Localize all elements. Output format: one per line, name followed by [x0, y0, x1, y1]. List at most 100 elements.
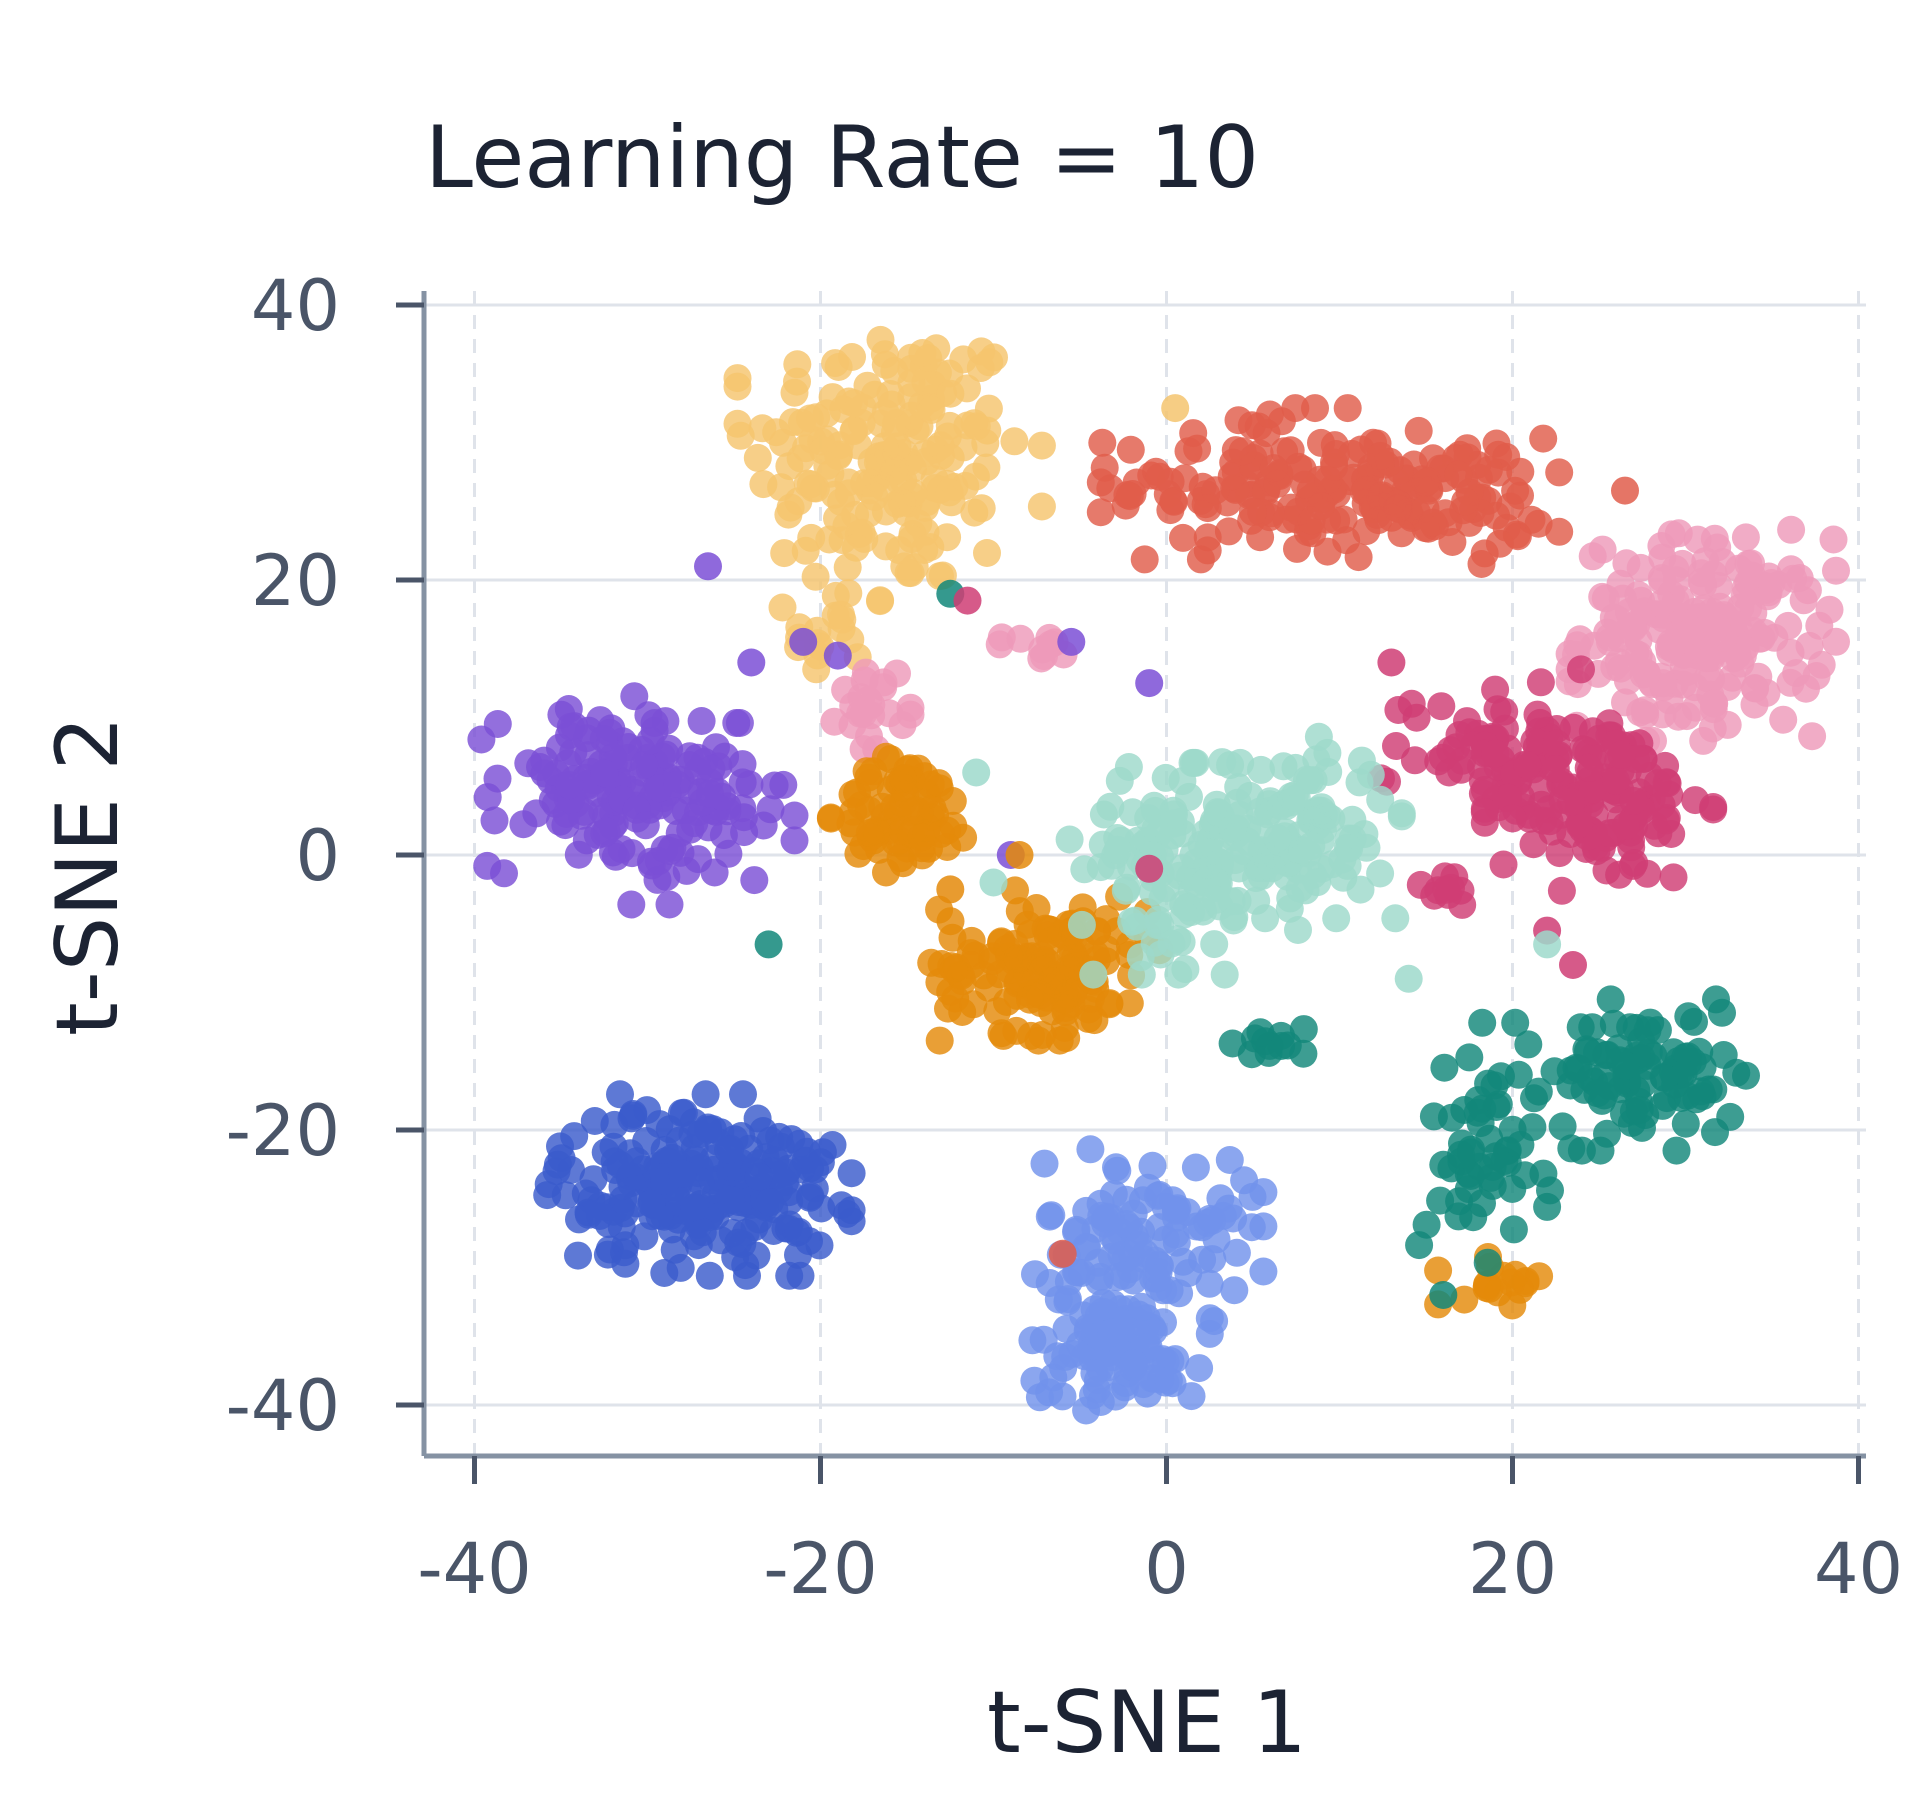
scatter-point: [1524, 1077, 1553, 1106]
scatter-point: [1160, 800, 1188, 829]
scatter-point: [784, 1240, 812, 1269]
scatter-point: [939, 811, 968, 840]
y-tick-label: 40: [251, 265, 340, 347]
scatter-point: [551, 811, 580, 840]
scatter-point: [1035, 623, 1064, 652]
scatter-point: [1402, 703, 1431, 732]
scatter-point: [606, 1080, 634, 1109]
scatter-point: [697, 754, 726, 783]
scatter-point: [473, 851, 502, 880]
scatter-point: [1566, 1013, 1595, 1042]
scatter-point: [1185, 1354, 1214, 1383]
scatter-point: [872, 858, 900, 887]
scatter-point: [1181, 1153, 1210, 1182]
scatter-point: [1338, 805, 1367, 834]
scatter-point: [1630, 696, 1659, 725]
scatter-point: [564, 1241, 592, 1270]
scatter-point: [1304, 722, 1333, 751]
scatter-point: [726, 421, 755, 450]
scatter-point: [805, 1231, 834, 1260]
scatter-point: [509, 810, 538, 839]
scatter-point: [611, 1249, 640, 1278]
scatter-point: [936, 379, 965, 408]
scatter-point: [877, 390, 906, 419]
scatter-point: [1237, 1213, 1266, 1242]
scatter-point: [543, 1150, 572, 1179]
scatter-point: [1167, 928, 1196, 957]
scatter-point: [1611, 811, 1640, 840]
scatter-point: [775, 1261, 804, 1290]
scatter-point: [1029, 1325, 1058, 1354]
scatter-point: [756, 795, 785, 824]
scatter-point: [1807, 650, 1836, 679]
scatter-point: [1301, 394, 1329, 423]
scatter-point: [1079, 960, 1108, 989]
scatter-point: [1499, 1215, 1528, 1244]
scatter-point: [661, 797, 690, 825]
y-tick-label: 20: [251, 540, 340, 622]
scatter-point: [939, 955, 968, 984]
scatter-point: [483, 764, 512, 793]
scatter-point: [1238, 1182, 1267, 1211]
scatter-point: [907, 823, 936, 852]
scatter-point: [1215, 1146, 1244, 1174]
scatter-point: [1289, 1039, 1318, 1068]
scatter-point: [1329, 505, 1358, 534]
scatter-point: [729, 1080, 757, 1109]
chart-title: Learning Rate = 10: [425, 108, 1259, 208]
scatter-point: [1481, 739, 1510, 768]
scatter-point: [735, 770, 764, 799]
scatter-point: [1595, 1072, 1624, 1101]
scatter-point: [714, 839, 743, 868]
scatter-point: [1618, 851, 1647, 880]
scatter-point: [650, 1136, 679, 1164]
scatter-point: [1025, 1383, 1054, 1412]
scatter-point: [754, 930, 783, 959]
scatter-point: [656, 837, 685, 866]
scatter-point: [1691, 547, 1720, 576]
scatter-point: [1464, 1086, 1493, 1115]
scatter-point: [1228, 437, 1257, 466]
scatter-point: [1671, 1109, 1700, 1138]
scatter-point: [1027, 431, 1056, 460]
scatter-point: [855, 722, 883, 751]
scatter-point: [1604, 648, 1633, 677]
scatter-point: [1247, 755, 1275, 784]
scatter-point: [1366, 859, 1395, 888]
scatter-point: [1545, 517, 1574, 546]
scatter-point: [1235, 781, 1264, 810]
scatter-point: [973, 539, 1001, 567]
scatter-point: [1418, 508, 1447, 537]
scatter-point: [1351, 476, 1380, 505]
scatter-point: [1732, 1061, 1760, 1090]
scatter-point: [1076, 1135, 1105, 1164]
scatter-point: [688, 1218, 717, 1247]
scatter-point: [1752, 678, 1781, 707]
scatter-point: [467, 725, 496, 754]
scatter-point: [796, 470, 825, 499]
scatter-point: [1006, 624, 1035, 653]
scatter-point: [823, 641, 852, 670]
scatter-point: [760, 771, 789, 800]
scatter-point: [1429, 1281, 1458, 1309]
scatter-point: [637, 1189, 666, 1218]
scatter-point: [1095, 990, 1124, 1019]
scatter-point: [737, 648, 766, 677]
scatter-point: [926, 431, 955, 460]
scatter-point: [1249, 1257, 1278, 1286]
scatter-point: [924, 769, 953, 798]
scatter-point: [1031, 914, 1060, 943]
scatter-point: [1815, 595, 1844, 624]
scatter-point: [1115, 989, 1144, 1018]
scatter-point: [1474, 455, 1503, 484]
scatter-point: [756, 1188, 784, 1217]
scatter-point: [768, 593, 797, 622]
scatter-point: [916, 533, 945, 562]
scatter-point: [1135, 854, 1164, 883]
scatter-point: [1737, 549, 1766, 578]
scatter-point: [1419, 1102, 1448, 1131]
scatter-point: [1335, 834, 1364, 863]
scatter-point: [1086, 468, 1115, 497]
scatter-point: [1276, 436, 1305, 465]
scatter-point: [730, 818, 759, 847]
